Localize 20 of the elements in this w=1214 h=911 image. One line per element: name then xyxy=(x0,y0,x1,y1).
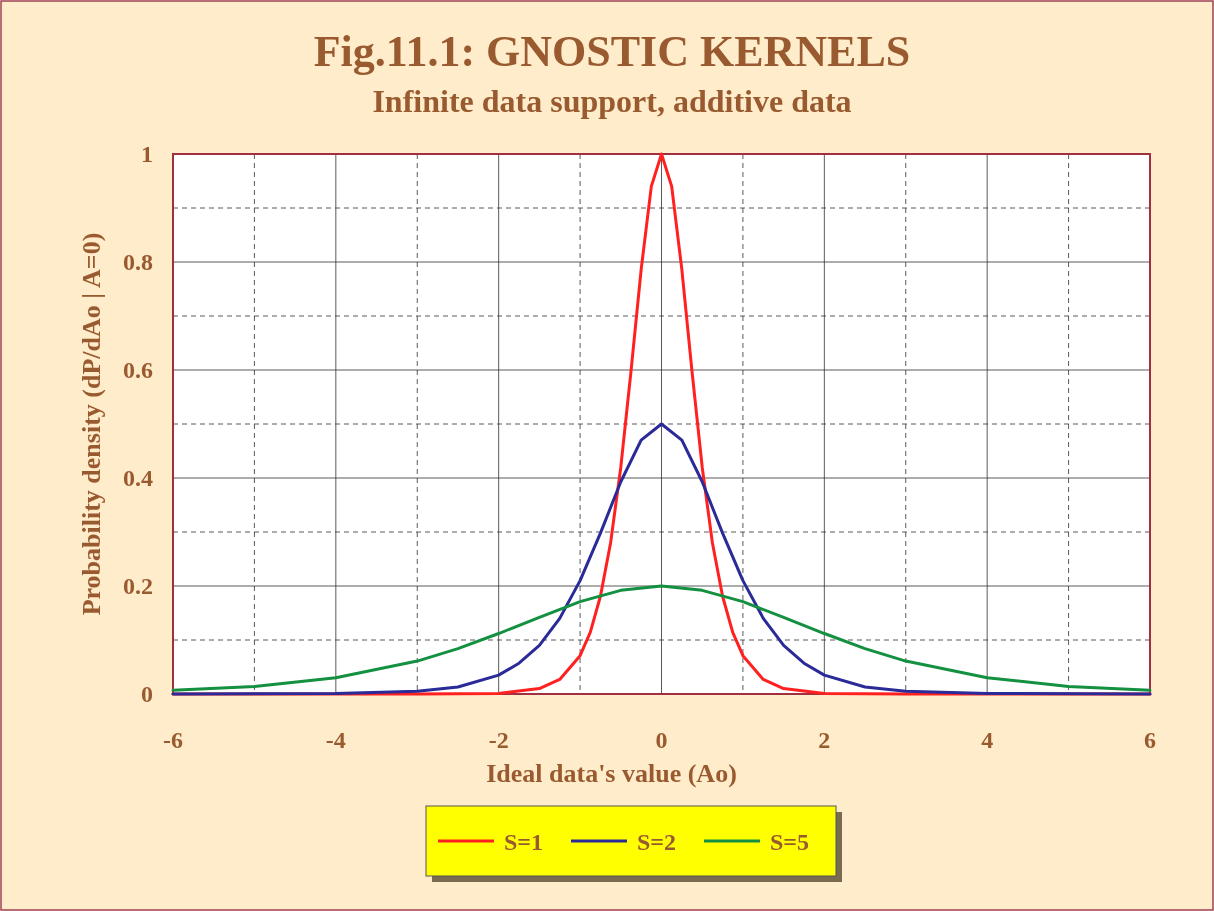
x-tick-label: -6 xyxy=(163,727,183,753)
x-tick-label: -2 xyxy=(488,727,509,753)
x-tick-label: 4 xyxy=(981,727,994,753)
x-tick-label: 0 xyxy=(655,727,668,753)
y-tick-label: 0.4 xyxy=(123,465,153,491)
y-tick-label: 0.2 xyxy=(123,573,153,599)
legend-label: S=1 xyxy=(504,829,544,855)
y-tick-label: 1 xyxy=(141,141,153,167)
y-tick-label: 0 xyxy=(141,681,153,707)
x-tick-label: 6 xyxy=(1144,727,1156,753)
y-tick-label: 0.6 xyxy=(123,357,153,383)
legend-label: S=2 xyxy=(637,829,677,855)
y-tick-label: 0.8 xyxy=(123,249,153,275)
x-tick-label: -4 xyxy=(325,727,346,753)
chart-subtitle: Infinite data support, additive data xyxy=(372,83,852,119)
x-axis-title: Ideal data's value (Ao) xyxy=(486,759,737,788)
x-tick-label: 2 xyxy=(818,727,831,753)
legend-label: S=5 xyxy=(770,829,810,855)
y-axis-title: Probability density (dP/dAo | A=0) xyxy=(77,232,106,616)
chart-title: Fig.11.1: GNOSTIC KERNELS xyxy=(313,27,911,76)
